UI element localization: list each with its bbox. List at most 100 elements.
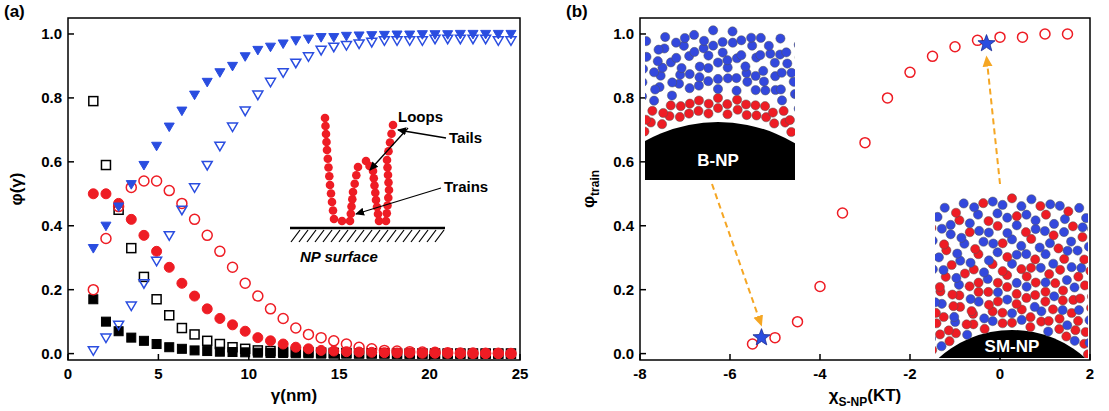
point	[392, 37, 402, 46]
x-axis-title: χS-NP(KT)	[829, 386, 901, 409]
y-tick	[68, 33, 74, 35]
point	[88, 285, 98, 295]
bead	[950, 312, 959, 321]
bead	[690, 30, 699, 39]
bead	[1026, 322, 1035, 331]
point	[443, 348, 453, 358]
bead	[948, 290, 957, 299]
point	[240, 278, 250, 288]
bead	[998, 319, 1007, 328]
point	[995, 32, 1005, 42]
point	[405, 347, 415, 357]
chain-bead	[352, 171, 361, 180]
bead	[645, 127, 649, 136]
bead	[1026, 263, 1035, 272]
bead	[756, 50, 765, 59]
point	[367, 344, 377, 354]
chain-bead	[384, 171, 393, 180]
point	[316, 46, 326, 55]
bead	[695, 73, 704, 82]
point	[417, 347, 427, 357]
bead	[770, 58, 779, 67]
bead	[777, 96, 786, 105]
point	[468, 35, 478, 44]
bead	[1075, 203, 1084, 212]
bead	[667, 91, 676, 100]
bead	[935, 298, 940, 307]
bead	[794, 90, 795, 99]
point	[838, 208, 848, 218]
bead	[794, 40, 795, 49]
bead	[645, 92, 647, 101]
chain-bead	[322, 138, 331, 147]
y-tick-label: 0.4	[613, 217, 635, 234]
bead	[785, 115, 794, 124]
bead	[979, 199, 988, 208]
point	[265, 304, 275, 314]
point	[240, 107, 250, 116]
bead	[1083, 350, 1088, 358]
point	[152, 142, 162, 151]
point	[240, 326, 250, 336]
bead	[1035, 243, 1044, 252]
bead	[966, 294, 975, 303]
bead	[1074, 305, 1083, 314]
chain-bead	[329, 206, 338, 215]
y-tick	[640, 33, 646, 35]
bead	[680, 33, 689, 42]
point	[443, 35, 453, 44]
bead	[959, 199, 968, 208]
y-tick-label: 0.4	[41, 217, 63, 234]
y-tick-label: 0.6	[41, 153, 62, 170]
bead	[684, 109, 693, 118]
bead	[980, 324, 989, 333]
bead	[1031, 278, 1040, 287]
bead	[953, 249, 962, 258]
bead	[1017, 241, 1026, 250]
bead	[787, 127, 795, 136]
chain-bead	[324, 163, 333, 172]
chain-bead	[328, 198, 337, 207]
chain-bead	[384, 178, 393, 187]
point	[101, 161, 110, 170]
bead	[935, 282, 944, 291]
bead	[676, 102, 685, 111]
bead	[1003, 252, 1012, 261]
bead	[657, 120, 666, 129]
bead	[685, 99, 694, 108]
bead	[939, 265, 948, 274]
x-tick-label: 10	[240, 365, 257, 382]
point	[165, 311, 174, 320]
bead	[963, 330, 972, 339]
bead	[1022, 293, 1031, 302]
point	[101, 189, 111, 199]
y-tick-label: 0.2	[41, 281, 62, 298]
label-suffix: (KT)	[867, 386, 901, 405]
bead	[752, 111, 761, 120]
bead	[1041, 278, 1050, 287]
bead	[1012, 278, 1021, 287]
bead	[713, 58, 722, 67]
point	[164, 123, 174, 132]
point	[303, 344, 313, 354]
point	[114, 202, 124, 212]
point	[493, 349, 503, 359]
bead	[988, 317, 997, 326]
bead	[940, 203, 949, 212]
bead	[659, 108, 668, 117]
bead	[1012, 250, 1021, 259]
bead	[1078, 232, 1087, 241]
bead	[770, 119, 779, 128]
chain-bead	[354, 163, 363, 172]
y-tick-label: 0.2	[613, 281, 634, 298]
bead	[1036, 202, 1045, 211]
bead	[690, 47, 699, 56]
np-surface-line	[290, 227, 445, 230]
bead	[777, 68, 786, 77]
bead	[1021, 228, 1030, 237]
bead	[1017, 202, 1026, 211]
point	[392, 346, 402, 356]
bead	[1050, 292, 1059, 301]
point	[164, 186, 174, 196]
bead	[1054, 244, 1063, 253]
